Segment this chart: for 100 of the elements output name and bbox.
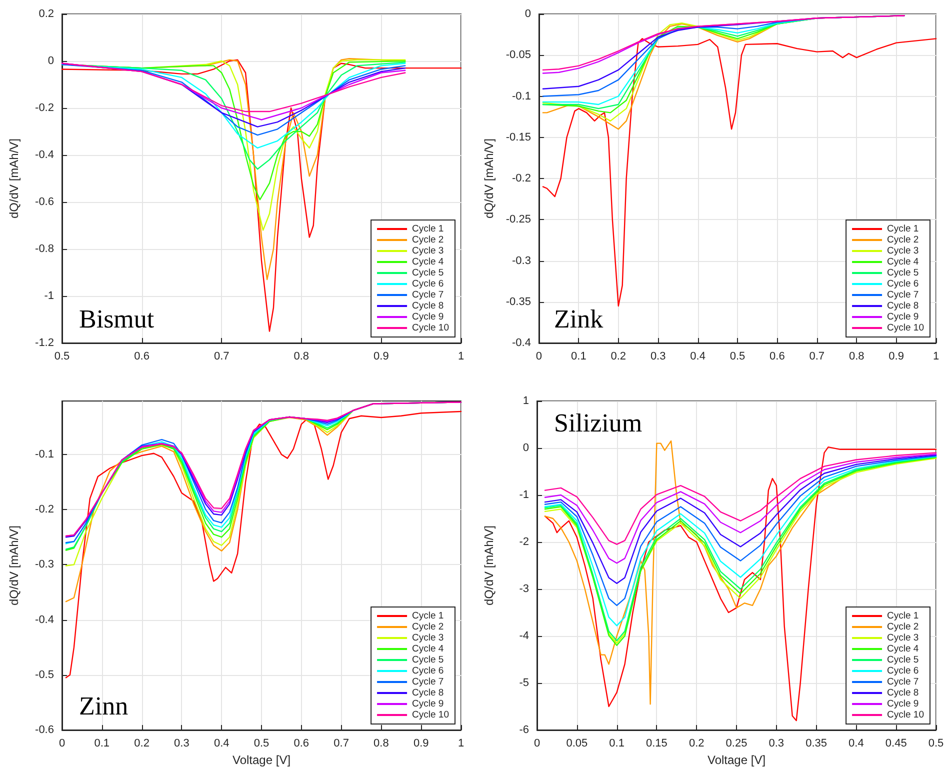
- x-tick-label: 0.5: [54, 350, 70, 362]
- x-tick-label: 0: [536, 350, 542, 362]
- y-tick-label: 0.2: [38, 8, 54, 20]
- x-tick-label: 0.5: [928, 738, 944, 750]
- x-tick-label: 0.1: [571, 350, 586, 362]
- legend-label: Cycle 1: [412, 224, 444, 234]
- legend-label: Cycle 4: [412, 644, 444, 654]
- legend-label: Cycle 7: [887, 676, 919, 688]
- legend-label: Cycle 5: [412, 654, 444, 666]
- legend-label: Cycle 2: [412, 234, 444, 246]
- x-tick-label: 1: [932, 350, 940, 362]
- legend-label: Cycle 2: [412, 622, 444, 632]
- x-tick-label: 0.6: [134, 350, 150, 362]
- legend-label: Cycle 1: [887, 610, 919, 622]
- x-tick-label: 0.8: [294, 350, 310, 362]
- legend-label: Cycle 7: [412, 290, 444, 300]
- x-tick-label: 0.3: [650, 350, 666, 362]
- y-tick-label: -0.25: [506, 214, 531, 226]
- legend-label: Cycle 4: [412, 256, 444, 268]
- y-tick-label: 0: [522, 442, 529, 454]
- legend-label: Cycle 4: [887, 644, 919, 654]
- legend-label: Cycle 7: [412, 676, 444, 688]
- x-tick-label: 0.9: [413, 738, 429, 750]
- y-tick-label: -0.2: [35, 504, 54, 516]
- x-tick-label: 0.2: [688, 738, 704, 750]
- legend-label: Cycle 3: [412, 246, 444, 256]
- x-tick-label: 0.4: [848, 738, 864, 750]
- x-tick-label: 0.1: [94, 738, 110, 750]
- y-tick-label: -0.2: [35, 102, 54, 114]
- x-tick-label: 1: [458, 738, 464, 750]
- text: Zinn: [79, 692, 128, 720]
- y-tick-label: -0.4: [512, 337, 531, 349]
- y-tick-label: -0.3: [512, 254, 531, 267]
- x-tick-label: 0.2: [134, 738, 150, 750]
- legend-label: Cycle 10: [887, 322, 924, 334]
- y-axis-title: dQ/dV [mAh/V]: [482, 525, 496, 606]
- y-tick-label: -0.35: [506, 296, 531, 308]
- x-tick-label: 0.2: [610, 350, 626, 362]
- y-tick-label: -0.15: [506, 131, 531, 144]
- legend-label: Cycle 8: [412, 688, 444, 698]
- x-tick-label: 0.8: [374, 738, 389, 750]
- x-tick-label: 0.3: [174, 738, 190, 750]
- legend-label: Cycle 5: [412, 268, 444, 278]
- y-tick-label: -0.1: [512, 90, 531, 102]
- legend-label: Cycle 3: [887, 632, 919, 644]
- legend-label: Cycle 6: [887, 278, 919, 290]
- y-tick-label: -0.1: [35, 448, 54, 460]
- legend-label: Cycle 2: [887, 234, 919, 246]
- x-tick-label: 0.7: [214, 350, 230, 362]
- legend-label: Cycle 5: [887, 654, 919, 666]
- legend-label: Cycle 8: [412, 300, 444, 312]
- y-tick-label: -0.4: [35, 614, 54, 626]
- x-tick-label: 0.7: [809, 350, 825, 362]
- legend-label: Cycle 6: [412, 666, 444, 676]
- y-tick-label: -1.2: [35, 337, 54, 349]
- y-tick-label: -2: [519, 536, 529, 548]
- legend-label: Cycle 8: [887, 300, 919, 312]
- x-tick-label: 0.9: [374, 350, 389, 362]
- x-axis-title: Voltage [V]: [707, 753, 766, 767]
- x-tick-label: 0: [58, 738, 66, 750]
- y-tick-label: 1: [522, 395, 529, 407]
- y-tick-label: -0.6: [35, 724, 54, 736]
- y-tick-label: -6: [519, 724, 529, 736]
- legend-label: Cycle 9: [412, 312, 444, 322]
- x-tick-label: 0.6: [294, 738, 310, 750]
- legend-label: Cycle 9: [412, 698, 444, 710]
- legend-label: Cycle 6: [412, 278, 444, 290]
- y-tick-label: -0.05: [506, 49, 531, 62]
- y-tick-label: -0.3: [35, 558, 54, 571]
- y-tick-label: -5: [519, 677, 529, 689]
- x-tick-label: 0.3: [768, 738, 784, 750]
- y-tick-label: 0: [524, 8, 531, 20]
- y-tick-label: -0.6: [35, 196, 54, 208]
- x-tick-label: 0.45: [885, 738, 907, 750]
- x-tick-label: 0.35: [806, 738, 828, 750]
- x-tick-label: 0.8: [848, 350, 864, 362]
- legend-label: Cycle 5: [887, 268, 919, 278]
- y-tick-label: -0.4: [35, 149, 54, 161]
- x-tick-label: 0.25: [726, 738, 748, 750]
- text: Zink: [554, 304, 604, 334]
- x-tick-label: 0.1: [609, 738, 624, 750]
- legend-label: Cycle 2: [887, 622, 919, 632]
- x-tick-label: 0.6: [770, 350, 785, 362]
- x-tick-label: 0.7: [334, 738, 349, 750]
- x-tick-label: 0.4: [214, 738, 230, 750]
- y-axis-title: dQ/dV [mAh/V]: [7, 138, 21, 219]
- legend-label: Cycle 9: [887, 698, 919, 710]
- legend-label: Cycle 4: [887, 256, 919, 268]
- legend-label: Cycle 10: [412, 322, 450, 334]
- x-tick-label: 0.4: [690, 350, 706, 362]
- y-tick-label: -0.5: [35, 668, 54, 681]
- x-tick-label: 0.15: [646, 738, 668, 750]
- y-axis-title: dQ/dV [mAh/V]: [7, 525, 21, 606]
- y-tick-label: -1: [519, 489, 529, 501]
- y-tick-label: -4: [519, 630, 529, 642]
- legend-label: Cycle 9: [887, 312, 919, 322]
- x-axis-title: Voltage [V]: [232, 753, 291, 767]
- y-tick-label: -0.2: [512, 172, 531, 184]
- y-axis-title: dQ/dV [mAh/V]: [482, 138, 496, 219]
- legend-label: Cycle 10: [412, 710, 450, 720]
